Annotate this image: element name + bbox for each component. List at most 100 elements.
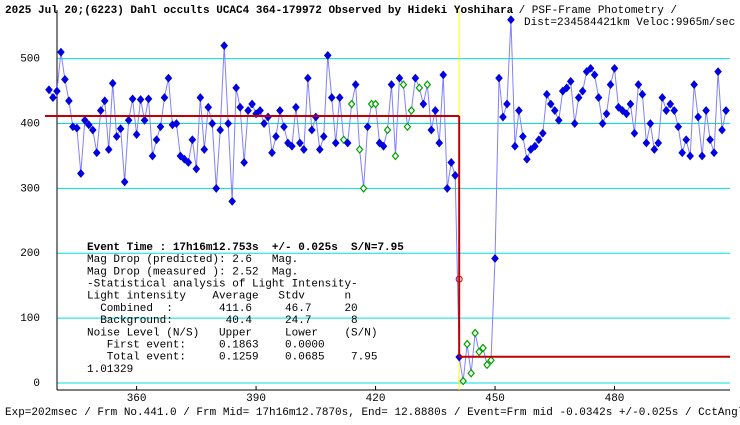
annotation: Light intensity Average Stdv n [87,291,351,303]
data-point [395,73,404,83]
data-point [682,135,690,145]
data-point [132,130,141,139]
data-point [523,154,531,164]
data-point [120,177,129,187]
data-point [236,102,244,112]
footer: Exp=202msec / Frm No.441.0 / Frm Mid= 17… [5,407,740,419]
data-point [248,99,256,109]
data-point [678,148,686,158]
data-point [451,170,459,180]
data-point [666,99,675,109]
data-point [331,138,340,148]
data-point [204,102,213,112]
data-point [256,106,264,115]
data-point [45,85,53,95]
data-point [240,158,248,167]
data-point [511,141,519,151]
data-point [276,106,284,115]
data-point [112,132,121,141]
annotation: -Statistical analysis of Light Intensity… [87,279,358,291]
data-point [208,119,217,128]
data-point [447,158,456,167]
data-point [148,151,157,161]
data-point [646,119,655,128]
data-point [104,145,113,154]
annotation: Noise Level (N/S) Upper Lower (S/N) [87,327,377,339]
data-point [216,125,225,135]
data-point [650,145,659,154]
data-point [359,183,368,193]
data-point [702,106,710,115]
annotation: 1.01329 [87,364,133,376]
data-point [654,138,663,148]
data-point [140,115,149,125]
data-point [471,328,479,338]
data-point [487,355,495,365]
y-tick-label: 400 [20,118,40,130]
annotation: Background: 40.4 24.7 8 [87,315,358,327]
x-tick-label: 480 [605,393,625,405]
data-point [196,93,205,102]
data-point [670,106,679,115]
y-tick-label: 300 [20,183,40,195]
data-point [100,96,109,106]
data-point [722,106,730,115]
annotation: Total event: 0.1259 0.0685 7.95 [87,352,377,364]
data-point [550,106,559,115]
event-time: Event Time : 17h16m12.753s +/- 0.025s S/… [87,242,404,254]
data-point [574,93,583,102]
data-point [244,106,252,115]
data-point [323,50,332,60]
data-point [431,106,440,115]
data-point [92,148,101,158]
data-point [184,158,193,167]
data-point [539,128,547,138]
y-tick-label: 100 [20,313,40,325]
data-point [507,15,515,25]
data-point [531,141,539,151]
data-point [387,80,396,90]
event-marker [455,275,463,283]
data-point [212,183,221,193]
data-point [73,123,81,133]
data-point [192,164,201,174]
data-point [690,80,698,90]
data-point [391,151,400,161]
data-point [630,128,639,138]
data-point [85,120,93,130]
data-point [686,151,694,161]
data-point [411,73,420,83]
data-point [562,83,571,93]
data-point [403,122,412,132]
data-point [144,94,153,104]
data-point [479,343,487,353]
data-point [606,80,615,90]
data-point [188,135,197,145]
data-point [586,63,595,73]
data-point [49,93,57,102]
data-point [543,89,551,99]
data-point [228,196,236,206]
data-point [371,99,380,109]
data-point [224,119,232,128]
data-point [546,99,555,109]
data-point [65,96,73,106]
data-point [343,138,352,148]
data-point [81,115,89,125]
data-point [674,122,683,132]
data-point [694,112,702,122]
data-point [634,80,643,90]
data-point [304,73,312,83]
annotation: Mag Drop (measured ): 2.52 Mag. [87,266,298,278]
data-point [423,80,432,90]
data-point [495,73,503,83]
data-point [439,70,448,80]
data-point [427,125,436,135]
data-point [706,135,714,145]
data-point [319,132,328,141]
data-point [53,86,61,96]
data-point [116,124,125,134]
data-point [292,102,300,112]
data-point [610,63,619,73]
